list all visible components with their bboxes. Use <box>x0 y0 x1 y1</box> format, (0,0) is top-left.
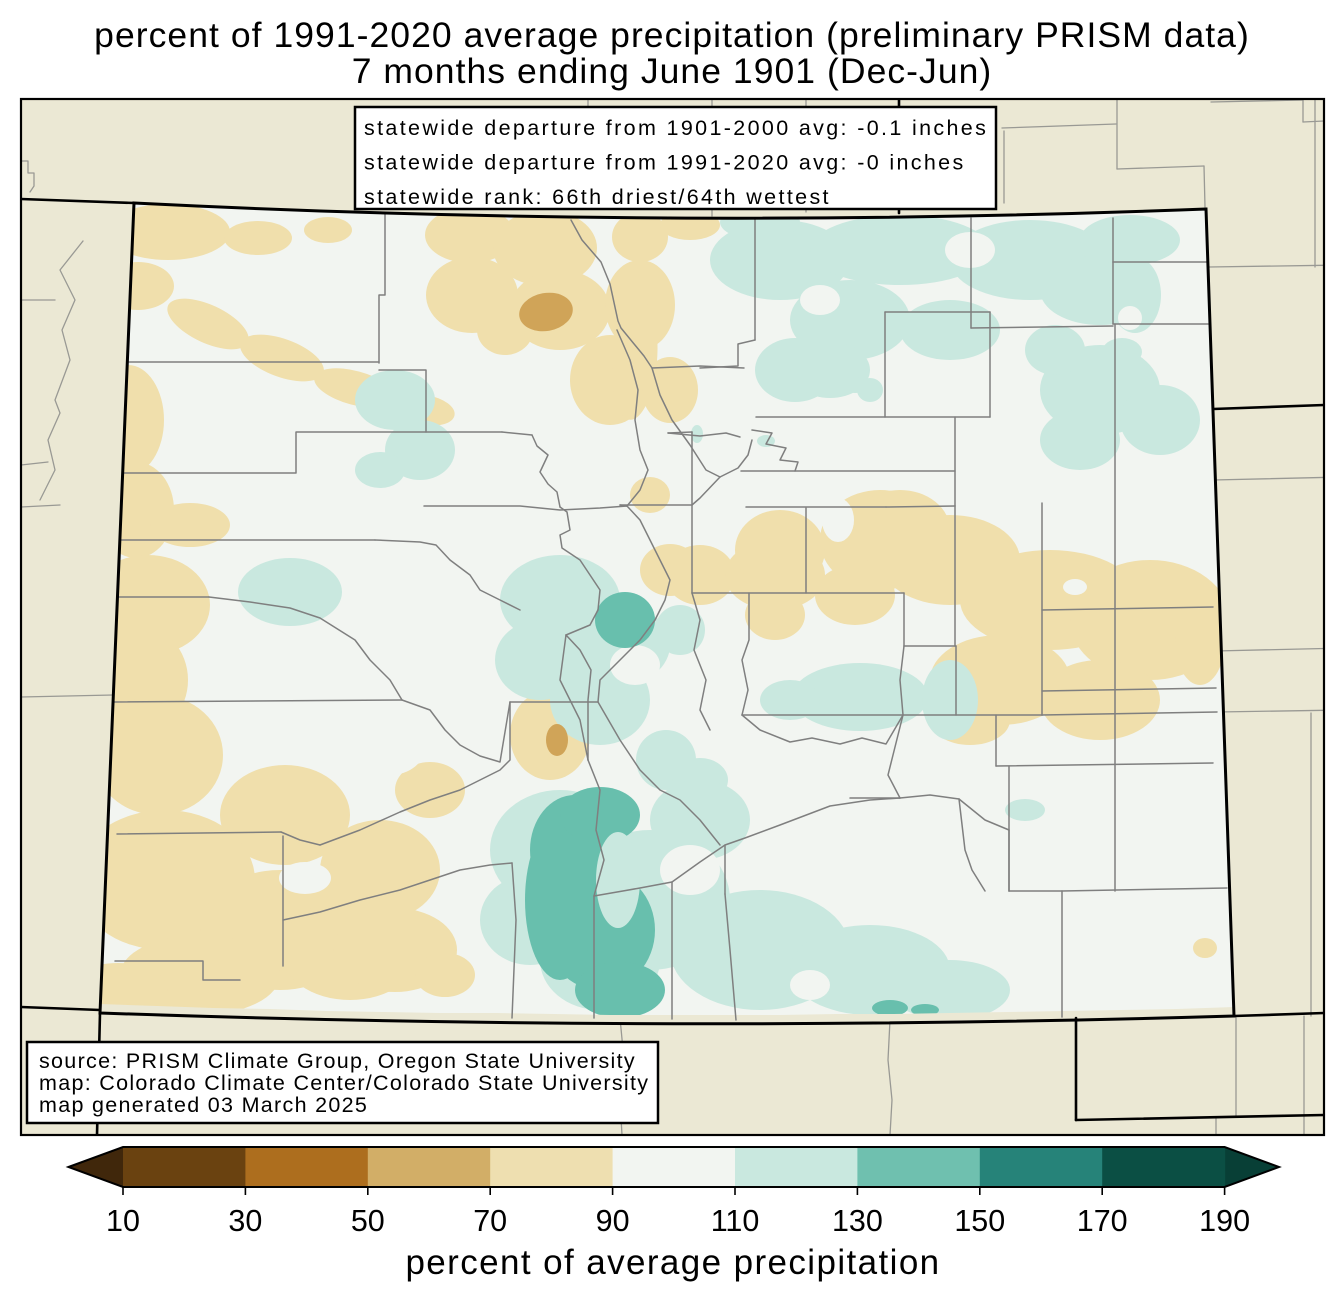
svg-text:170: 170 <box>1077 1204 1128 1238</box>
svg-text:map: Colorado Climate Center/C: map: Colorado Climate Center/Colorado St… <box>39 1071 649 1095</box>
svg-text:source: PRISM Climate Group, O: source: PRISM Climate Group, Oregon Stat… <box>39 1049 636 1073</box>
svg-text:statewide departure from 1901-: statewide departure from 1901-2000 avg: … <box>364 116 988 140</box>
svg-text:7 months ending June 1901 (Dec: 7 months ending June 1901 (Dec-Jun) <box>352 51 993 91</box>
svg-text:190: 190 <box>1199 1204 1250 1238</box>
svg-text:130: 130 <box>832 1204 883 1238</box>
svg-text:90: 90 <box>596 1204 630 1238</box>
svg-text:30: 30 <box>228 1204 262 1238</box>
svg-text:70: 70 <box>473 1204 507 1238</box>
svg-text:percent of 1991-2020 average p: percent of 1991-2020 average precipitati… <box>94 15 1250 55</box>
svg-text:10: 10 <box>106 1204 140 1238</box>
svg-text:map generated 03 March 2025: map generated 03 March 2025 <box>39 1093 368 1117</box>
svg-text:50: 50 <box>351 1204 385 1238</box>
svg-text:statewide rank: 66th driest/64: statewide rank: 66th driest/64th wettest <box>364 185 831 209</box>
svg-text:150: 150 <box>954 1204 1005 1238</box>
svg-text:percent of average precipitati: percent of average precipitation <box>405 1243 940 1282</box>
svg-text:110: 110 <box>711 1204 760 1238</box>
svg-text:statewide departure from 1991-: statewide departure from 1991-2020 avg: … <box>364 151 966 175</box>
